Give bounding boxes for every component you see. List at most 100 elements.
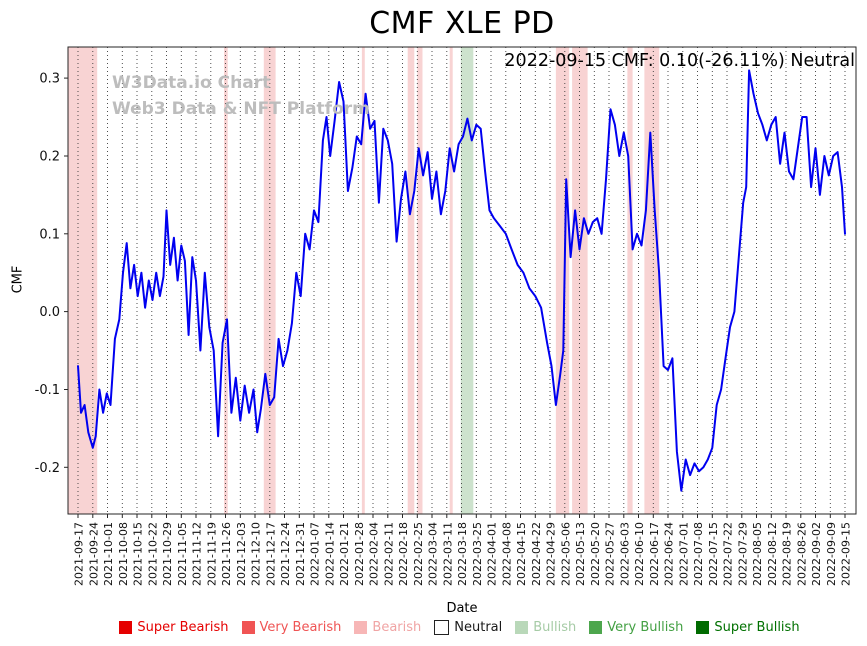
legend-swatch xyxy=(241,621,255,634)
x-tick-label: 2021-10-01 xyxy=(102,522,115,586)
legend-swatch xyxy=(354,621,368,634)
x-tick-label: 2022-06-10 xyxy=(633,522,646,586)
y-tick-label: 0.0 xyxy=(39,305,60,320)
x-tick-label: 2021-12-10 xyxy=(250,522,263,586)
signal-band-bearish xyxy=(407,47,415,514)
legend-item-super-bullish: Super Bullish xyxy=(696,620,800,635)
x-tick-label: 2022-06-24 xyxy=(663,522,676,586)
x-tick-label: 2021-10-08 xyxy=(117,522,130,586)
x-tick-label: 2022-06-03 xyxy=(618,522,631,586)
signal-band-bearish xyxy=(68,47,98,514)
y-tick-label: 0.2 xyxy=(39,150,60,165)
x-tick-label: 2022-06-17 xyxy=(648,522,661,586)
legend-swatch xyxy=(696,621,710,634)
legend-item-very-bearish: Very Bearish xyxy=(241,620,342,635)
signal-band-bullish xyxy=(460,47,474,514)
legend-label: Neutral xyxy=(454,620,503,635)
x-tick-label: 2022-04-01 xyxy=(486,522,499,586)
x-tick-label: 2022-04-08 xyxy=(500,522,513,586)
legend: Super Bearish Very Bearish Bearish Neutral B… xyxy=(56,620,863,635)
x-tick-label: 2021-09-17 xyxy=(73,522,86,586)
x-tick-label: 2022-01-07 xyxy=(309,522,322,586)
signal-band-bearish xyxy=(361,47,365,514)
signal-band-bearish xyxy=(627,47,633,514)
legend-swatch xyxy=(434,620,450,635)
x-tick-label: 2022-07-15 xyxy=(707,522,720,586)
legend-swatch xyxy=(589,621,603,634)
legend-item-bearish: Bearish xyxy=(354,620,421,635)
x-tick-label: 2022-02-18 xyxy=(397,522,410,586)
watermark: W3Data.io Chart Web3 Data & NFT Platform xyxy=(112,70,370,123)
x-tick-label: 2021-12-03 xyxy=(235,522,248,586)
x-tick-label: 2021-12-24 xyxy=(279,522,292,586)
x-tick-label: 2021-11-19 xyxy=(205,522,218,586)
x-tick-label: 2021-12-17 xyxy=(264,522,277,586)
latest-value-annotation: 2022-09-15 CMF: 0.10(-26.11%) Neutral xyxy=(504,51,855,71)
x-axis-label: Date xyxy=(446,601,478,616)
x-tick-label: 2022-07-22 xyxy=(722,522,735,586)
x-tick-label: 2022-01-28 xyxy=(353,522,366,586)
x-tick-label: 2022-03-25 xyxy=(471,522,484,586)
cmf-line xyxy=(77,69,846,492)
x-tick-label: 2022-01-14 xyxy=(323,522,336,586)
x-tick-label: 2021-09-24 xyxy=(87,522,100,586)
x-tick-label: 2021-11-05 xyxy=(176,522,189,586)
x-tick-label: 2022-03-04 xyxy=(427,522,440,586)
x-tick-label: 2022-09-15 xyxy=(840,522,853,586)
legend-item-very-bullish: Very Bullish xyxy=(589,620,683,635)
x-tick-label: 2022-05-20 xyxy=(589,522,602,586)
x-tick-label: 2022-08-19 xyxy=(781,522,794,586)
legend-label: Very Bearish xyxy=(259,620,342,635)
legend-swatch xyxy=(515,621,529,634)
x-tick-label: 2021-10-22 xyxy=(146,522,159,586)
signal-band-bearish xyxy=(263,47,276,514)
x-tick-label: 2022-08-12 xyxy=(766,522,779,586)
signal-band-bearish xyxy=(449,47,453,514)
x-tick-label: 2022-03-18 xyxy=(456,522,469,586)
legend-item-super-bearish: Super Bearish xyxy=(119,620,229,635)
signal-band-bearish xyxy=(644,47,660,514)
x-tick-label: 2022-04-22 xyxy=(530,522,543,586)
watermark-line1: W3Data.io Chart xyxy=(112,73,271,93)
x-tick-label: 2022-01-21 xyxy=(338,522,351,586)
x-tick-label: 2022-07-29 xyxy=(736,522,749,586)
x-tick-label: 2021-10-15 xyxy=(132,522,145,586)
x-tick-label: 2022-04-15 xyxy=(515,522,528,586)
x-tick-label: 2022-05-06 xyxy=(559,522,572,586)
y-tick-label: -0.1 xyxy=(35,383,60,398)
x-tick-label: 2022-09-02 xyxy=(810,522,823,586)
legend-item-neutral: Neutral xyxy=(434,620,502,635)
x-tick-label: 2021-12-31 xyxy=(294,522,307,586)
x-tick-label: 2022-08-05 xyxy=(751,522,764,586)
chart-title: CMF XLE PD xyxy=(369,6,555,41)
legend-label: Bearish xyxy=(372,620,422,635)
x-tick-label: 2022-02-04 xyxy=(368,522,381,586)
legend-label: Super Bearish xyxy=(137,620,229,635)
x-tick-label: 2022-02-25 xyxy=(412,522,425,586)
legend-label: Bullish xyxy=(533,620,577,635)
signal-band-bearish xyxy=(555,47,570,514)
x-tick-label: 2021-11-12 xyxy=(191,522,204,586)
x-tick-label: 2022-09-09 xyxy=(825,522,838,586)
legend-item-bullish: Bullish xyxy=(515,620,576,635)
x-tick-label: 2022-02-11 xyxy=(382,522,395,586)
y-tick-label: -0.2 xyxy=(35,461,60,476)
y-axis-label: CMF xyxy=(10,265,26,294)
x-tick-label: 2022-05-27 xyxy=(604,522,617,586)
x-tick-label: 2022-08-26 xyxy=(795,522,808,586)
x-tick-label: 2022-05-13 xyxy=(574,522,587,586)
x-tick-label: 2022-07-01 xyxy=(677,522,690,586)
x-tick-label: 2021-11-26 xyxy=(220,522,233,586)
signal-band-bearish xyxy=(572,47,588,514)
x-tick-label: 2022-04-29 xyxy=(545,522,558,586)
legend-label: Super Bullish xyxy=(714,620,800,635)
y-tick-label: 0.1 xyxy=(39,227,60,242)
y-tick-label: 0.3 xyxy=(39,72,60,87)
watermark-line2: Web3 Data & NFT Platform xyxy=(112,99,370,120)
signal-band-bearish xyxy=(224,47,228,514)
x-tick-label: 2021-10-29 xyxy=(161,522,174,586)
legend-label: Very Bullish xyxy=(607,620,684,635)
signal-band-bearish xyxy=(417,47,423,514)
